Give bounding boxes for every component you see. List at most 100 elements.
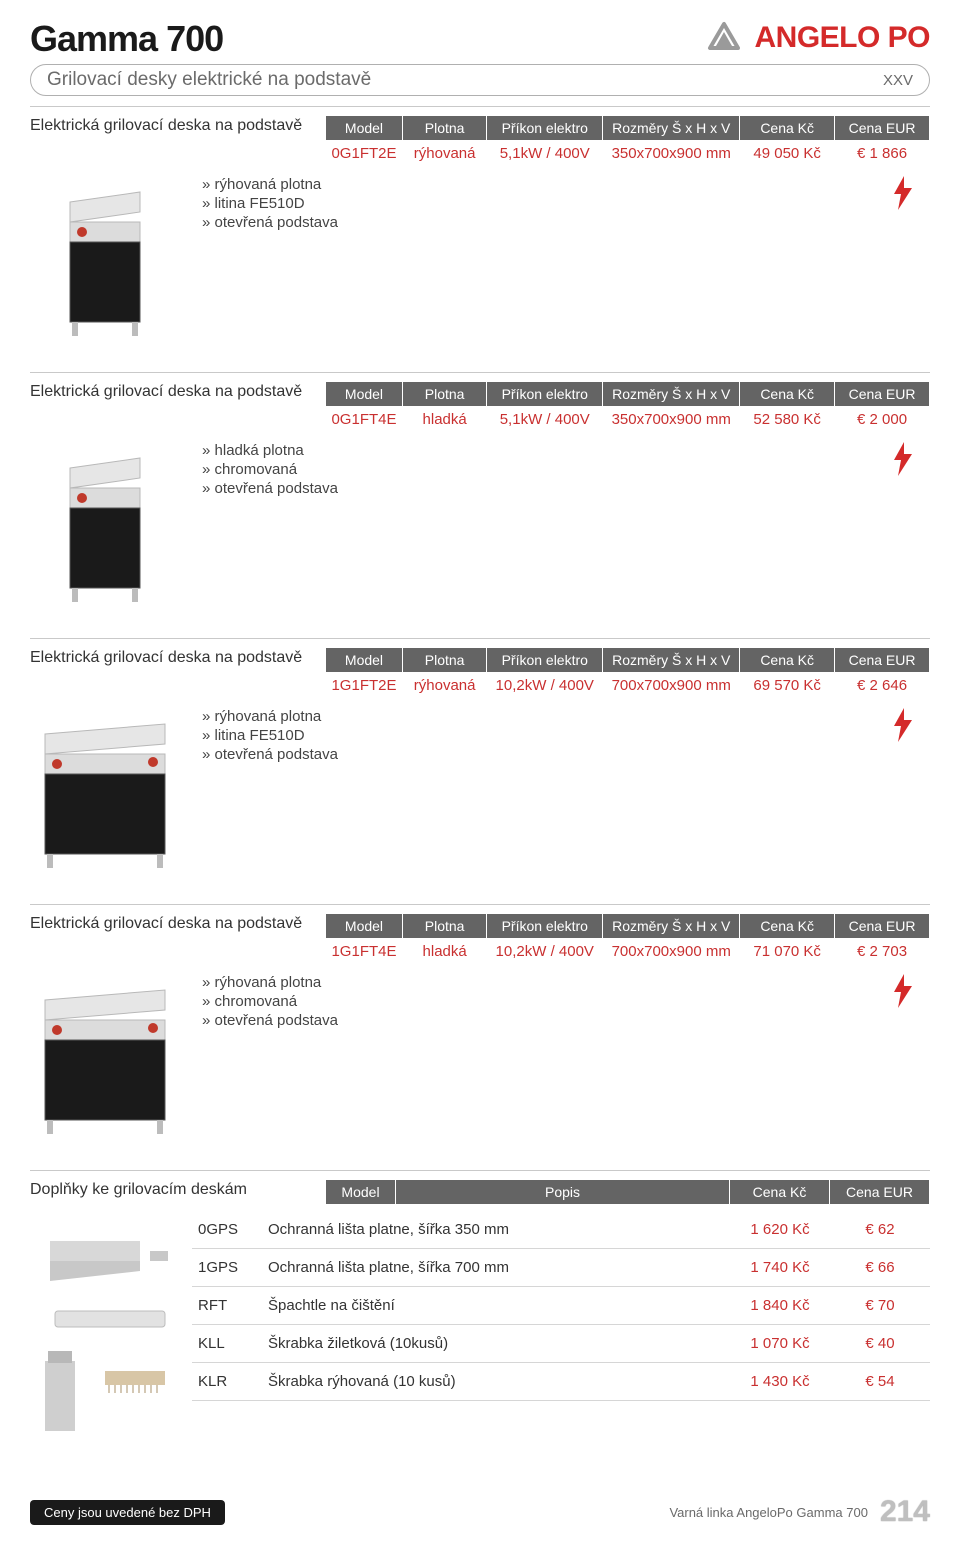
section-tag: XXV (883, 72, 913, 89)
accessory-row: RFT Špachtle na čištění 1 840 Kč € 70 (192, 1287, 930, 1325)
product-title: Elektrická grilovací deska na podstavě (30, 115, 315, 166)
bullet-item: rýhovaná plotna (202, 176, 878, 193)
product-table: Model Plotna Příkon elektro Rozměry Š x … (325, 381, 930, 432)
bullet-item: otevřená podstava (202, 746, 878, 763)
product-block: Elektrická grilovací deska na podstavě M… (30, 638, 930, 904)
footer-note: Ceny jsou uvedené bez DPH (30, 1500, 225, 1525)
cell-kc: 1 740 Kč (730, 1249, 830, 1287)
cell-desc: Škrabka žiletková (10kusů) (262, 1325, 730, 1363)
col-plotna: Plotna (402, 648, 486, 673)
electric-icon (890, 970, 930, 1140)
col-plotna: Plotna (402, 382, 486, 407)
cell-desc: Škrabka rýhovaná (10 kusů) (262, 1363, 730, 1401)
cell-dims: 350x700x900 mm (603, 407, 740, 433)
cell-kc: 1 430 Kč (730, 1363, 830, 1401)
cell-eur: € 40 (830, 1325, 930, 1363)
bullet-item: rýhovaná plotna (202, 708, 878, 725)
accessory-row: KLR Škrabka rýhovaná (10 kusů) 1 430 Kč … (192, 1363, 930, 1401)
cell-kc: 1 070 Kč (730, 1325, 830, 1363)
brand-logo: ANGELO PO (702, 18, 930, 58)
accessories-block: Doplňky ke grilovacím deskám Model Popis… (30, 1170, 930, 1481)
col-kc: Cena Kč (730, 1180, 830, 1205)
col-kc: Cena Kč (740, 382, 835, 407)
cell-dims: 350x700x900 mm (603, 141, 740, 167)
cell-plotna: rýhovaná (402, 141, 486, 167)
col-kc: Cena Kč (740, 116, 835, 141)
bullet-item: hladká plotna (202, 442, 878, 459)
product-photo (30, 970, 190, 1140)
cell-model: KLL (192, 1325, 262, 1363)
col-power: Příkon elektro (487, 648, 603, 673)
col-eur: Cena EUR (835, 382, 930, 407)
col-plotna: Plotna (402, 914, 486, 939)
product-table: Model Plotna Příkon elektro Rozměry Š x … (325, 913, 930, 964)
product-bullets: rýhovaná plotnachromovanáotevřená podsta… (202, 970, 878, 1140)
cell-eur: € 2 646 (835, 673, 930, 699)
logo-text: ANGELO PO (754, 21, 930, 55)
col-eur: Cena EUR (835, 116, 930, 141)
cell-eur: € 2 000 (835, 407, 930, 433)
bullet-item: litina FE510D (202, 195, 878, 212)
accessory-row: KLL Škrabka žiletková (10kusů) 1 070 Kč … (192, 1325, 930, 1363)
col-dims: Rozměry Š x H x V (603, 914, 740, 939)
subtitle-text: Grilovací desky elektrické na podstavě (47, 69, 371, 91)
cell-plotna: hladká (402, 939, 486, 965)
page-title: Gamma 700 (30, 18, 223, 60)
cell-desc: Ochranná lišta platne, šířka 700 mm (262, 1249, 730, 1287)
product-title: Elektrická grilovací deska na podstavě (30, 381, 315, 432)
footer-series: Varná linka AngeloPo Gamma 700 (669, 1505, 868, 1520)
accessories-row-table: 0GPS Ochranná lišta platne, šířka 350 mm… (192, 1211, 930, 1401)
electric-icon (890, 172, 930, 342)
product-row: 0G1FT4E hladká 5,1kW / 400V 350x700x900 … (326, 407, 930, 433)
accessory-row: 1GPS Ochranná lišta platne, šířka 700 mm… (192, 1249, 930, 1287)
logo-mark-icon (702, 18, 746, 58)
cell-eur: € 62 (830, 1211, 930, 1249)
col-power: Příkon elektro (487, 116, 603, 141)
product-row: 1G1FT4E hladká 10,2kW / 400V 700x700x900… (326, 939, 930, 965)
cell-desc: Ochranná lišta platne, šířka 350 mm (262, 1211, 730, 1249)
product-photo (30, 438, 190, 608)
col-model: Model (326, 914, 403, 939)
col-plotna: Plotna (402, 116, 486, 141)
page-number: 214 (880, 1495, 930, 1529)
col-model: Model (326, 382, 403, 407)
col-kc: Cena Kč (740, 648, 835, 673)
cell-eur: € 66 (830, 1249, 930, 1287)
col-dims: Rozměry Š x H x V (603, 648, 740, 673)
product-row: 1G1FT2E rýhovaná 10,2kW / 400V 700x700x9… (326, 673, 930, 699)
cell-kc: 71 070 Kč (740, 939, 835, 965)
accessories-photo (30, 1211, 180, 1451)
accessories-table-head: Model Popis Cena Kč Cena EUR (325, 1179, 930, 1205)
cell-kc: 49 050 Kč (740, 141, 835, 167)
col-eur: Cena EUR (835, 914, 930, 939)
cell-model: RFT (192, 1287, 262, 1325)
col-eur: Cena EUR (830, 1180, 930, 1205)
col-dims: Rozměry Š x H x V (603, 116, 740, 141)
cell-dims: 700x700x900 mm (603, 673, 740, 699)
page-header: Gamma 700 ANGELO PO (30, 18, 930, 60)
product-bullets: rýhovaná plotna litina FE510D otevřená pod… (202, 172, 878, 342)
cell-dims: 700x700x900 mm (603, 939, 740, 965)
col-dims: Rozměry Š x H x V (603, 382, 740, 407)
col-model: Model (326, 116, 403, 141)
cell-model: 0GPS (192, 1211, 262, 1249)
cell-model: 1G1FT4E (326, 939, 403, 965)
cell-model: KLR (192, 1363, 262, 1401)
cell-power: 10,2kW / 400V (487, 939, 603, 965)
cell-model: 0G1FT2E (326, 141, 403, 167)
bullet-item: otevřená podstava (202, 214, 878, 231)
cell-eur: € 2 703 (835, 939, 930, 965)
cell-kc: 69 570 Kč (740, 673, 835, 699)
product-photo (30, 172, 190, 342)
product-photo (30, 704, 190, 874)
product-row: 0G1FT2E rýhovaná 5,1kW / 400V 350x700x90… (326, 141, 930, 167)
cell-eur: € 70 (830, 1287, 930, 1325)
col-eur: Cena EUR (835, 648, 930, 673)
col-model: Model (326, 1180, 396, 1205)
accessories-title: Doplňky ke grilovacím deskám (30, 1179, 315, 1205)
product-bullets: hladká plotnachromovanáotevřená podstava (202, 438, 878, 608)
bullet-item: rýhovaná plotna (202, 974, 878, 991)
cell-kc: 52 580 Kč (740, 407, 835, 433)
col-desc: Popis (396, 1180, 730, 1205)
cell-kc: 1 620 Kč (730, 1211, 830, 1249)
